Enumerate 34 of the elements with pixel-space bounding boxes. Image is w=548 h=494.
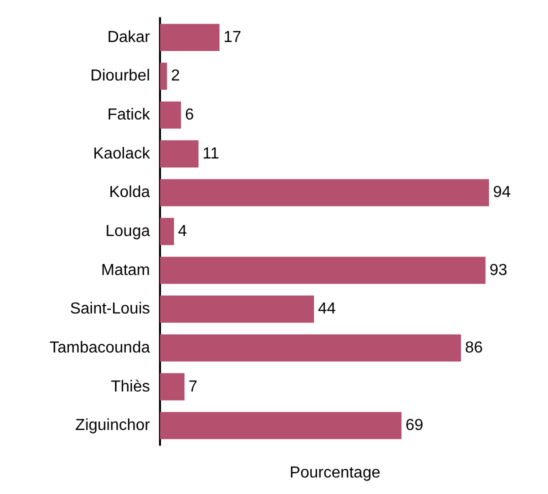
bar	[160, 62, 167, 90]
bar	[160, 179, 489, 206]
data-label: 17	[224, 28, 242, 46]
data-label: 86	[465, 339, 483, 356]
bar	[160, 412, 402, 440]
data-label: 11	[202, 145, 220, 162]
y-tick-label: Kaolack	[93, 145, 151, 162]
data-label: 93	[490, 262, 508, 279]
data-label: 94	[493, 184, 511, 202]
bar	[160, 218, 174, 246]
bar	[160, 24, 220, 51]
x-axis-title: Pourcentage	[290, 464, 380, 482]
bar	[160, 256, 486, 284]
y-tick-label: Dakar	[107, 28, 151, 46]
data-label: 2	[171, 68, 180, 85]
y-tick-label: Diourbel	[90, 68, 150, 85]
bar	[160, 373, 184, 400]
bar	[160, 296, 314, 323]
data-label: 6	[185, 106, 194, 124]
data-label: 44	[318, 300, 336, 318]
data-label: 7	[188, 378, 198, 396]
y-tick-label: Louga	[106, 223, 150, 240]
y-tick-label: Fatick	[107, 106, 151, 124]
data-label: 69	[406, 417, 424, 434]
y-tick-label: Ziguinchor	[75, 417, 151, 434]
y-tick-label: Matam	[101, 262, 150, 279]
y-tick-label: Thiès	[110, 378, 150, 396]
y-tick-label: Tambacounda	[49, 339, 150, 356]
data-label: 4	[178, 223, 187, 240]
y-tick-label: Saint-Louis	[70, 300, 150, 318]
bar	[160, 140, 198, 168]
y-tick-label: Kolda	[109, 184, 150, 202]
bar	[160, 334, 461, 362]
bar	[160, 101, 181, 129]
